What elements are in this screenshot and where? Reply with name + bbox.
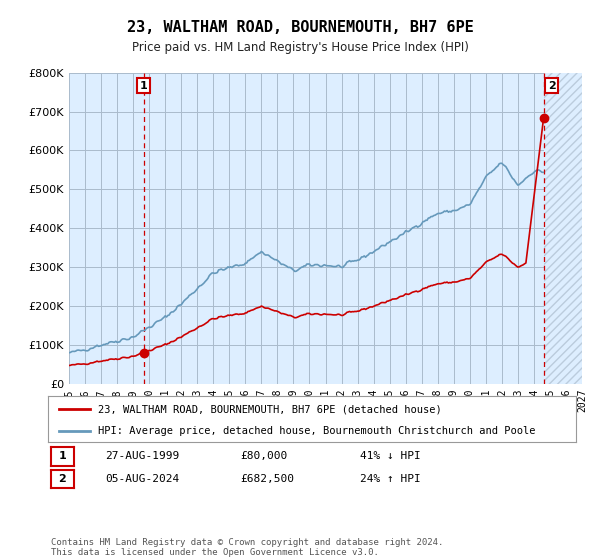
Text: £682,500: £682,500 [240, 474, 294, 484]
Text: 23, WALTHAM ROAD, BOURNEMOUTH, BH7 6PE (detached house): 23, WALTHAM ROAD, BOURNEMOUTH, BH7 6PE (… [98, 404, 442, 414]
Text: 05-AUG-2024: 05-AUG-2024 [105, 474, 179, 484]
Text: 2: 2 [59, 474, 66, 484]
Text: £80,000: £80,000 [240, 451, 287, 461]
Text: 1: 1 [59, 451, 66, 461]
Text: Price paid vs. HM Land Registry's House Price Index (HPI): Price paid vs. HM Land Registry's House … [131, 41, 469, 54]
Text: Contains HM Land Registry data © Crown copyright and database right 2024.
This d: Contains HM Land Registry data © Crown c… [51, 538, 443, 557]
Text: 2: 2 [548, 81, 556, 91]
Text: 41% ↓ HPI: 41% ↓ HPI [360, 451, 421, 461]
Text: HPI: Average price, detached house, Bournemouth Christchurch and Poole: HPI: Average price, detached house, Bour… [98, 426, 536, 436]
Text: 1: 1 [140, 81, 148, 91]
Bar [544, 73, 582, 384]
Text: 24% ↑ HPI: 24% ↑ HPI [360, 474, 421, 484]
Text: 27-AUG-1999: 27-AUG-1999 [105, 451, 179, 461]
Text: 23, WALTHAM ROAD, BOURNEMOUTH, BH7 6PE: 23, WALTHAM ROAD, BOURNEMOUTH, BH7 6PE [127, 20, 473, 35]
